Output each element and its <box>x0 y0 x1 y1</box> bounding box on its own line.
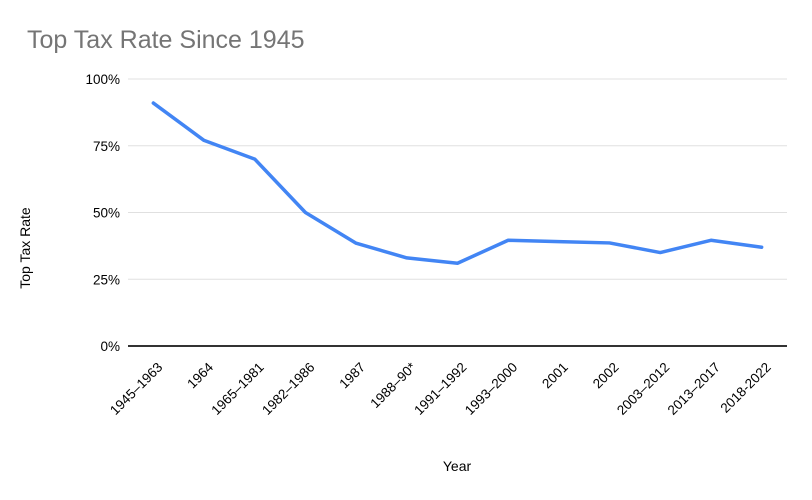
x-tick-label: 1991–1992 <box>411 360 469 418</box>
x-tick-label: 1987 <box>336 360 368 392</box>
x-tick-label: 2018-2022 <box>718 360 774 416</box>
x-tick-label: 2002 <box>590 360 622 392</box>
x-axis-title: Year <box>442 458 472 474</box>
x-tick-label: 2003–2012 <box>614 360 672 418</box>
y-tick-label: 75% <box>93 139 120 154</box>
chart-title: Top Tax Rate Since 1945 <box>27 26 305 54</box>
y-tick-label: 0% <box>100 339 120 354</box>
x-tick-label: 2013–2017 <box>665 360 723 418</box>
y-tick-label: 100% <box>85 72 120 87</box>
x-tick-label: 1993–2000 <box>462 360 520 418</box>
x-tick-label: 1945–1963 <box>107 360 165 418</box>
x-tick-label: 1964 <box>184 359 216 391</box>
x-tick-label: 1965–1981 <box>208 360 266 418</box>
x-tick-label: 1982–1986 <box>259 360 317 418</box>
y-tick-label: 25% <box>93 272 120 287</box>
series-line <box>151 101 764 265</box>
x-tick-label: 1988–90* <box>367 359 419 411</box>
x-tick-label: 2001 <box>539 360 571 392</box>
y-tick-label: 50% <box>93 206 120 221</box>
